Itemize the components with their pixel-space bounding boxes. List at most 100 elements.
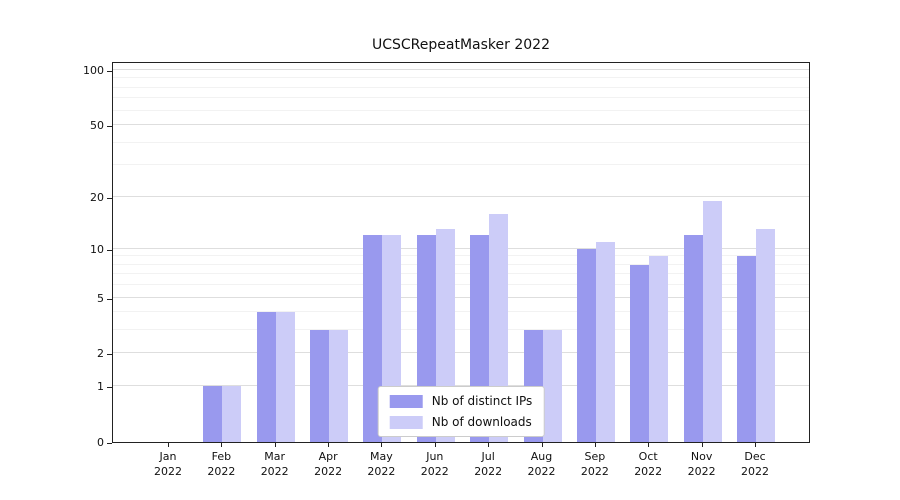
legend-item-downloads: Nb of downloads [389,415,533,429]
bar [683,235,703,442]
x-tick-month: Jan [159,450,177,463]
x-tick-month: Mar [264,450,286,463]
x-tick-mark [381,443,383,447]
bar [630,264,650,442]
x-tick-year: 2022 [741,465,769,478]
y-tick-mark [107,126,112,128]
y-tick-mark [107,249,112,251]
y-tick-mark [107,354,112,356]
bar [256,312,276,442]
x-tick-label: Sep 2022 [568,449,622,479]
y-tick-label: 5 [97,291,104,305]
x-tick-month: Apr [318,450,338,463]
major-gridline [113,385,809,387]
x-tick-year: 2022 [420,465,449,478]
y-tick-mark [107,387,112,389]
y-tick-label: 0 [97,436,104,449]
minor-gridline [113,263,809,265]
legend-label-downloads: Nb of downloads [431,415,532,429]
major-gridline [113,247,809,249]
x-tick-label: May 2022 [354,449,408,479]
minor-gridline [113,273,809,275]
x-tick-label: Aug 2022 [515,449,569,479]
x-tick-label: Oct 2022 [621,449,675,479]
major-gridline [113,124,809,126]
y-tick-mark [107,197,112,199]
x-tick-mark [328,443,330,447]
bar [737,256,756,442]
major-gridline [113,296,809,298]
y-tick-label: 10 [90,242,104,256]
bar [329,330,349,442]
bar [275,312,295,442]
x-tick-year: 2022 [260,465,289,478]
legend-item-distinct-ips: Nb of distinct IPs [389,394,533,408]
y-tick-label: 50 [90,119,104,133]
legend-swatch-distinct-ips [389,394,423,408]
x-tick-label: Apr 2022 [301,449,355,479]
y-tick-label: 100 [83,64,104,77]
x-tick-month: Jun [426,450,444,463]
minor-gridline [113,164,809,166]
x-tick-year: 2022 [314,465,343,478]
major-gridline [113,352,809,354]
x-tick-year: 2022 [634,465,663,478]
x-tick-mark [648,443,650,447]
minor-gridline [113,109,809,111]
legend: Nb of distinct IPs Nb of downloads [377,386,545,437]
bar [756,229,775,442]
bar [542,330,562,442]
x-tick-year: 2022 [154,465,182,478]
x-tick-label: Jan 2022 [141,449,195,479]
x-tick-mark [488,443,490,447]
x-tick-month: May [370,450,393,463]
major-gridline [113,69,809,70]
minor-gridline [113,255,809,257]
x-tick-label: Mar 2022 [248,449,302,479]
major-gridline [113,195,809,197]
x-tick-mark [541,443,543,447]
x-tick-label: Jul 2022 [461,449,515,479]
x-tick-label: Dec 2022 [728,449,782,479]
plot-area: Nb of distinct IPs Nb of downloads [112,62,810,443]
minor-gridline [113,141,809,143]
x-tick-year: 2022 [527,465,556,478]
minor-gridline [113,284,809,286]
minor-gridline [113,97,809,99]
y-tick-label: 1 [97,380,104,394]
bar [576,248,596,442]
x-tick-mark [701,443,703,447]
legend-label-distinct-ips: Nb of distinct IPs [431,394,533,408]
x-tick-mark [221,443,223,447]
bar [595,241,615,442]
y-tick-label: 2 [97,347,104,361]
y-tick-label: 20 [90,190,104,204]
bar [222,386,242,442]
x-tick-year: 2022 [474,465,503,478]
x-tick-month: Feb [211,450,232,463]
x-tick-year: 2022 [580,465,609,478]
x-tick-month: Oct [638,450,658,463]
x-tick-mark [594,443,596,447]
y-tick-mark [107,298,112,300]
x-tick-year: 2022 [687,465,716,478]
bar [489,213,509,442]
bar [702,200,722,442]
x-tick-month: Dec [744,450,766,463]
x-tick-year: 2022 [367,465,396,478]
x-tick-mark [434,443,436,447]
x-tick-month: Jul [481,450,495,463]
y-tick-mark [107,71,112,72]
bar [649,256,669,442]
chart-title: UCSCRepeatMasker 2022 [372,37,550,53]
x-tick-label: Feb 2022 [194,449,248,479]
minor-gridline [113,86,809,88]
bar [363,235,383,442]
bar [310,330,330,442]
minor-gridline [113,77,809,79]
x-tick-month: Nov [690,450,713,463]
minor-gridline [113,311,809,313]
x-tick-month: Sep [584,450,606,463]
x-tick-month: Aug [530,450,553,463]
